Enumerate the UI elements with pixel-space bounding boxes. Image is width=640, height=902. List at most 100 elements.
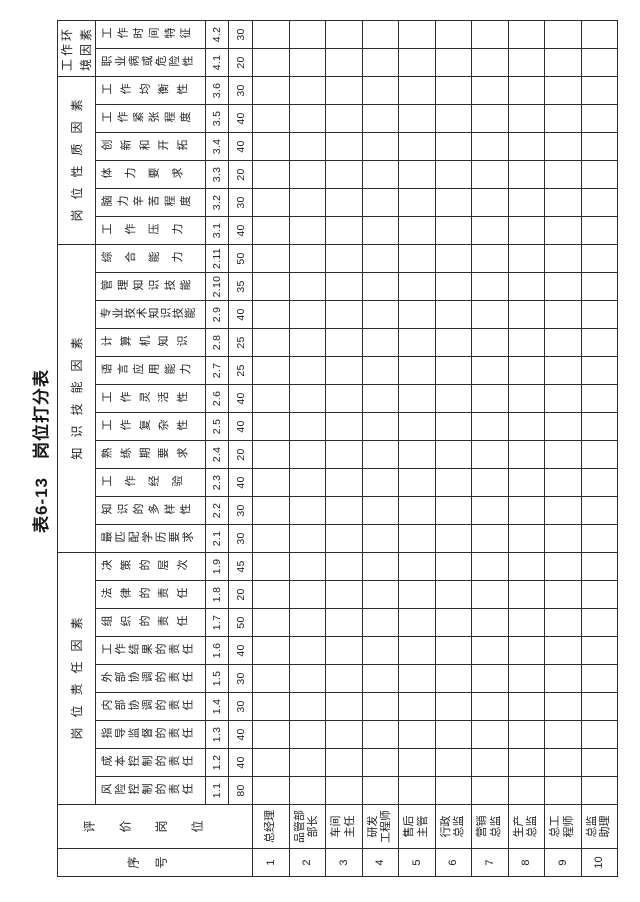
factor-weight-cell: 30: [228, 524, 253, 553]
factor-name-text: 成本控制的责任: [101, 756, 196, 768]
score-cell: [471, 384, 509, 413]
position-name-cell: 总监 助理: [581, 804, 618, 849]
score-cell: [398, 692, 436, 721]
score-cell: [435, 748, 472, 777]
score-cell: [252, 776, 290, 805]
factor-name-text: 工作结果的责任: [101, 644, 196, 656]
score-cell: [252, 188, 290, 217]
score-cell: [544, 160, 582, 189]
factor-code-cell: 3.4: [205, 132, 229, 161]
position-header-cell: 评价岗位: [57, 804, 253, 849]
score-cell: [362, 160, 399, 189]
factor-name-text: 管理知识技能: [101, 280, 196, 292]
factor-name-text: 法律的责任: [101, 588, 196, 600]
factor-group-header-cell: 岗位性质因素: [57, 76, 96, 245]
row-number-cell: 4: [362, 848, 399, 877]
score-cell: [544, 524, 582, 553]
factor-weight-cell: 40: [228, 384, 253, 413]
score-cell: [325, 440, 363, 469]
score-cell: [362, 524, 399, 553]
factor-code-cell: 2.11: [205, 244, 229, 273]
score-cell: [508, 300, 545, 329]
score-cell: [325, 468, 363, 497]
row-number-cell: 3: [325, 848, 363, 877]
score-cell: [362, 104, 399, 133]
factor-name-cell: 内部协调的责任: [95, 692, 206, 721]
score-cell: [508, 132, 545, 161]
score-cell: [362, 20, 399, 49]
position-row: 3 车间 主任: [325, 20, 363, 877]
factor-name-text: 工作均衡性: [101, 84, 196, 96]
score-cell: [544, 328, 582, 357]
factor-weight-cell: 30: [228, 664, 253, 693]
serial-header-cell: 序号: [57, 848, 253, 877]
factor-name-cell: 风险控制的责任: [95, 776, 206, 805]
score-cell: [435, 692, 472, 721]
score-cell: [471, 20, 509, 49]
score-cell: [325, 496, 363, 525]
score-cell: [289, 104, 326, 133]
score-cell: [544, 636, 582, 665]
score-cell: [289, 328, 326, 357]
score-cell: [252, 20, 290, 49]
score-cell: [398, 496, 436, 525]
score-cell: [508, 356, 545, 385]
score-cell: [435, 636, 472, 665]
score-cell: [435, 608, 472, 637]
factor-name-text: 最匹配学历要求: [101, 532, 196, 544]
position-row: 2 品管部 部长: [289, 20, 326, 877]
score-cell: [289, 76, 326, 105]
factor-name-text: 风险控制的责任: [101, 784, 196, 796]
score-cell: [544, 356, 582, 385]
score-cell: [471, 748, 509, 777]
score-cell: [289, 468, 326, 497]
score-cell: [544, 76, 582, 105]
score-cell: [471, 244, 509, 273]
score-cell: [252, 692, 290, 721]
score-cell: [362, 384, 399, 413]
score-cell: [362, 412, 399, 441]
factor-name-cell: 最匹配学历要求: [95, 524, 206, 553]
score-cell: [581, 468, 618, 497]
score-cell: [289, 720, 326, 749]
factor-name-text: 工作压力: [101, 224, 196, 236]
score-cell: [471, 76, 509, 105]
factor-name-cell: 法律的责任: [95, 580, 206, 609]
table-body: 序号 评价岗位 岗位责任因素 知识技能因素 岗位性质因素 工作环 境因素 风险控制的责任 成本…: [57, 20, 618, 877]
row-number-cell: 10: [581, 848, 618, 877]
factor-name-cell: 专业技术知识技能: [95, 300, 206, 329]
score-cell: [544, 468, 582, 497]
score-cell: [362, 692, 399, 721]
score-cell: [471, 160, 509, 189]
score-cell: [362, 244, 399, 273]
score-cell: [435, 720, 472, 749]
factor-weight-cell: 40: [228, 748, 253, 777]
score-cell: [435, 328, 472, 357]
score-cell: [252, 496, 290, 525]
score-cell: [252, 384, 290, 413]
score-cell: [362, 748, 399, 777]
factor-weight-cell: 45: [228, 552, 253, 581]
factor-name-cell: 工作复杂性: [95, 412, 206, 441]
factor-code-cell: 3.6: [205, 76, 229, 105]
score-cell: [508, 468, 545, 497]
score-cell: [252, 608, 290, 637]
factor-name-text: 计算机知识: [101, 336, 196, 348]
score-cell: [581, 356, 618, 385]
score-cell: [471, 328, 509, 357]
position-name-cell: 售后 主管: [398, 804, 436, 849]
score-cell: [581, 244, 618, 273]
factor-code-cell: 3.2: [205, 188, 229, 217]
row-number-cell: 6: [435, 848, 472, 877]
score-cell: [471, 132, 509, 161]
score-cell: [398, 580, 436, 609]
position-row: 7 营销 总监: [471, 20, 509, 877]
score-cell: [435, 160, 472, 189]
score-cell: [325, 384, 363, 413]
factor-name-text: 职业病或危险性: [101, 56, 196, 68]
score-cell: [398, 216, 436, 245]
factor-weight-cell: 25: [228, 328, 253, 357]
factor-code-cell: 1.8: [205, 580, 229, 609]
score-cell: [362, 440, 399, 469]
